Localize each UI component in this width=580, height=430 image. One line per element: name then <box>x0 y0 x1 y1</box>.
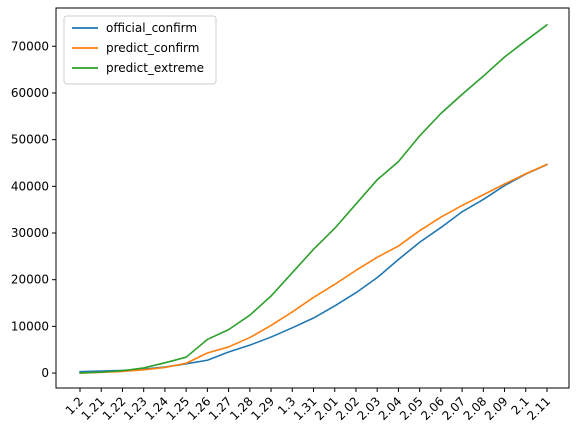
plot-area <box>55 7 570 389</box>
x-axis: 1.21.211.221.231.241.251.261.271.281.291… <box>63 388 553 423</box>
y-tick-label: 70000 <box>11 39 49 53</box>
series-layer <box>79 24 548 374</box>
legend-label: official_confirm <box>106 21 197 35</box>
series-line-official-confirm <box>79 163 548 373</box>
legend-label: predict_confirm <box>106 41 199 55</box>
legend-box <box>63 15 217 85</box>
x-tick-label: 2.11 <box>524 394 553 423</box>
legend: official_confirm predict_confirm predict_e… <box>63 15 217 85</box>
y-tick-label: 40000 <box>11 179 49 193</box>
y-tick-label: 30000 <box>11 226 49 240</box>
y-tick-label: 20000 <box>11 273 49 287</box>
plot-frame <box>55 7 570 389</box>
x-tick-label: 1.29 <box>248 394 277 423</box>
legend-label: predict_extreme <box>106 61 204 75</box>
y-tick-label: 50000 <box>11 133 49 147</box>
series-line-predict-confirm <box>79 163 548 374</box>
y-axis: 0 10000 20000 30000 40000 50000 60000 70000 <box>11 39 56 380</box>
y-tick-label: 10000 <box>11 319 49 333</box>
y-tick-label: 0 <box>41 366 49 380</box>
x-tick-label: 2.09 <box>482 394 511 423</box>
y-tick-label: 60000 <box>11 86 49 100</box>
series-line-predict-extreme <box>79 24 548 374</box>
